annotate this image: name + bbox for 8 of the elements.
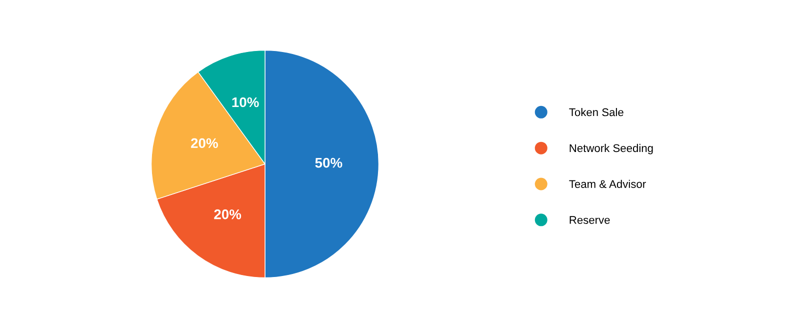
legend-label: Network Seeding	[570, 144, 653, 154]
legend-label: Reserve	[570, 216, 610, 224]
data-label: 20%	[191, 138, 218, 148]
data-label: 10%	[232, 97, 259, 108]
data-label: 20%	[214, 209, 242, 220]
legend-label: Token Sale	[569, 108, 624, 116]
legend-label: Team & Advisor	[569, 180, 646, 188]
data-label: 50%	[315, 158, 342, 168]
